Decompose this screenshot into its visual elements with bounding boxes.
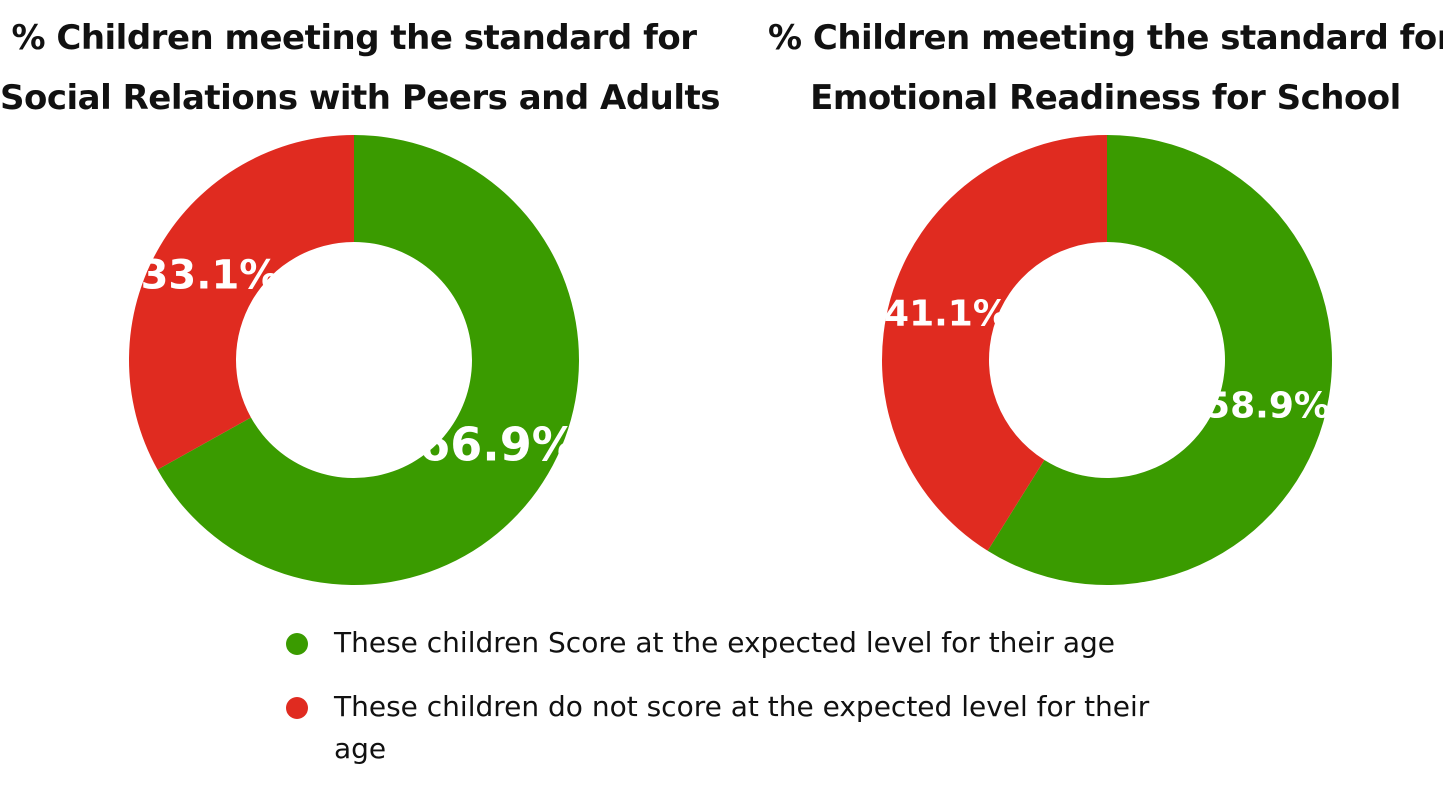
legend-label: These children do not score at the expec… [334, 690, 1150, 765]
chart-title-line: % Children meeting the standard for [11, 18, 697, 58]
data-label-below-expected-level: 33.1% [141, 252, 280, 298]
chart-legend: These children Score at the expected lev… [282, 622, 1182, 770]
data-label-expected-level: 66.9% [418, 418, 578, 472]
legend-swatch-red [286, 697, 308, 719]
chart-title-line: Social Relations with Peers and Adults [0, 78, 721, 118]
donut-chart-social-relations: 66.9% 33.1% [129, 135, 579, 585]
legend-item-below-expected-level: These children do not score at the expec… [282, 686, 1182, 770]
chart-title-social-relations: % Children meeting the standard for Soci… [0, 8, 721, 128]
data-label-below-expected-level: 41.1% [884, 293, 1009, 334]
chart-title-line: % Children meeting the standard for [768, 18, 1443, 58]
donut-chart-emotional-readiness: 58.9% 41.1% [882, 135, 1332, 585]
data-label-expected-level: 58.9% [1205, 386, 1330, 427]
chart-title-emotional-readiness: % Children meeting the standard for Emot… [768, 8, 1443, 128]
legend-item-expected-level: These children Score at the expected lev… [282, 622, 1182, 664]
donut-slice-below-expected-level [129, 135, 354, 470]
chart-title-line: Emotional Readiness for School [810, 78, 1401, 118]
donut-slice-expected-level [987, 135, 1332, 585]
legend-swatch-green [286, 633, 308, 655]
donut-slice-below-expected-level [882, 135, 1107, 551]
donut-slice-expected-level [157, 135, 579, 585]
legend-label: These children Score at the expected lev… [334, 626, 1116, 659]
